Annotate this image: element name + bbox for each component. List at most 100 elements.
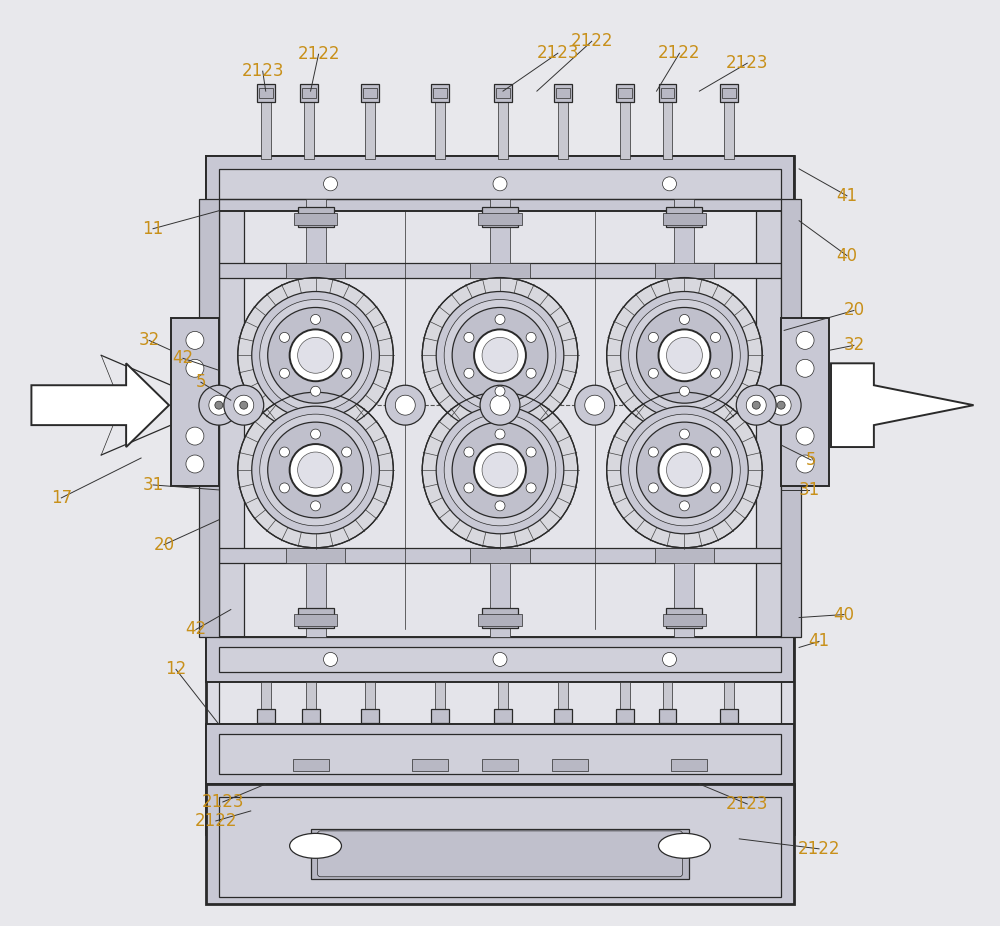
Circle shape [290,330,341,382]
Circle shape [796,427,814,445]
Bar [286,548,345,563]
Bar [261,101,271,159]
Bar [558,101,568,159]
Circle shape [637,307,732,403]
Circle shape [796,332,814,349]
Circle shape [224,385,264,425]
Circle shape [495,315,505,324]
Circle shape [648,447,658,457]
Circle shape [637,422,732,518]
Bar [781,319,829,486]
Circle shape [186,332,204,349]
Bar [556,88,570,98]
Bar [306,550,326,637]
Bar [618,88,632,98]
Bar [412,759,448,771]
Circle shape [342,447,352,457]
Bar [199,199,219,637]
Bar [724,682,734,712]
Circle shape [771,395,791,415]
Bar [261,682,271,712]
Bar [663,682,672,712]
Circle shape [482,452,518,488]
Bar [720,709,738,723]
Circle shape [279,369,289,378]
Ellipse shape [290,833,341,858]
Circle shape [311,386,321,396]
Circle shape [209,395,229,415]
Bar [206,156,794,211]
Bar [724,101,734,159]
Circle shape [480,385,520,425]
Bar [361,709,379,723]
Bar [206,156,794,834]
Bar [666,607,702,628]
Bar [298,206,334,227]
Text: 32: 32 [843,336,865,355]
Circle shape [422,393,578,548]
Circle shape [452,307,548,403]
Circle shape [659,444,710,496]
Circle shape [679,315,689,324]
Bar [431,84,449,102]
Circle shape [279,332,289,343]
Circle shape [621,292,748,419]
Circle shape [482,337,518,373]
Circle shape [648,483,658,493]
Circle shape [298,337,334,373]
Circle shape [444,299,556,411]
Circle shape [711,483,721,493]
Circle shape [436,292,564,419]
Bar [286,263,345,278]
Bar [674,199,694,276]
Circle shape [268,422,363,518]
Bar [361,84,379,102]
Circle shape [663,653,676,667]
Bar [661,88,674,98]
Circle shape [298,452,334,488]
Text: 17: 17 [51,489,72,507]
Circle shape [663,177,676,191]
Circle shape [575,385,615,425]
Text: 41: 41 [808,632,830,650]
Circle shape [464,332,474,343]
Circle shape [490,395,510,415]
Bar [304,101,314,159]
Bar [219,734,781,774]
Text: 20: 20 [153,536,175,554]
Text: 2123: 2123 [726,795,769,813]
Bar [206,637,794,682]
Circle shape [495,429,505,439]
Circle shape [526,369,536,378]
Bar [671,759,707,771]
Bar [306,682,316,712]
Bar [478,614,522,625]
Text: 20: 20 [843,302,864,319]
Circle shape [796,455,814,473]
Bar [293,759,329,771]
Bar [663,614,706,625]
Polygon shape [31,363,169,447]
Bar [482,759,518,771]
Text: 2122: 2122 [195,812,237,830]
Circle shape [777,401,785,409]
Circle shape [240,401,248,409]
Text: 32: 32 [138,332,160,349]
Circle shape [526,447,536,457]
Bar [490,199,510,276]
Bar [306,199,326,276]
Bar [206,724,794,784]
Bar [496,88,510,98]
Bar [219,169,781,821]
Bar [435,682,445,712]
Circle shape [186,359,204,377]
Circle shape [796,359,814,377]
Circle shape [186,427,204,445]
Circle shape [268,307,363,403]
Bar [558,682,568,712]
Bar [722,88,736,98]
FancyBboxPatch shape [318,831,682,877]
Text: 2122: 2122 [570,32,613,50]
Bar [294,614,337,625]
Circle shape [585,395,605,415]
